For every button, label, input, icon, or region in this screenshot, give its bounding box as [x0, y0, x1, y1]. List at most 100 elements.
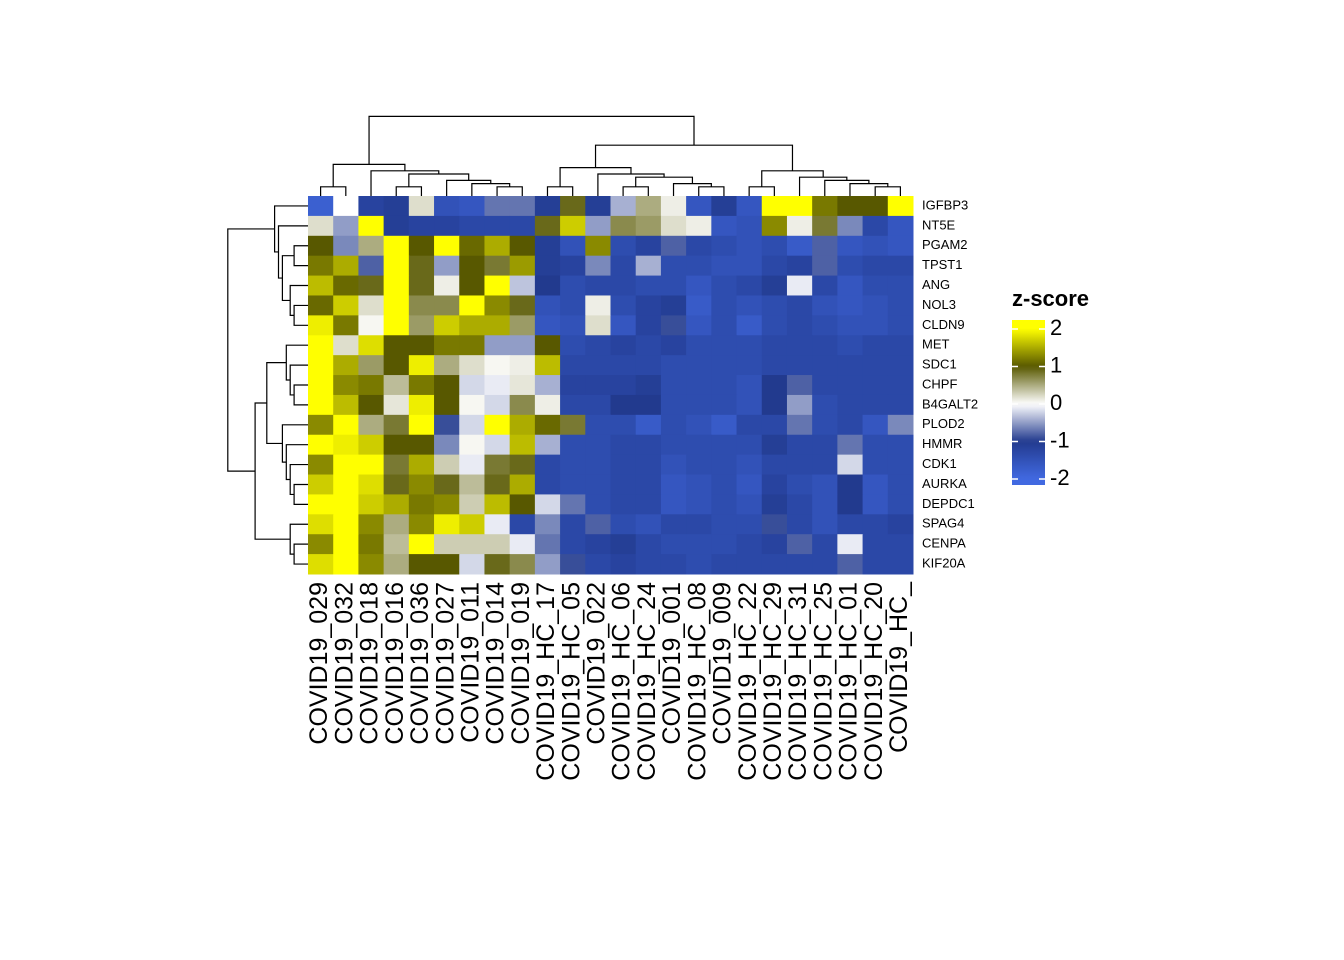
heatmap-cell: [862, 275, 889, 296]
heatmap-cell: [660, 474, 687, 495]
heatmap-cell: [887, 215, 914, 237]
heatmap-cell: [534, 315, 561, 336]
heatmap-cell: [686, 275, 712, 296]
row-label: B4GALT2: [922, 396, 978, 411]
heatmap-cell: [686, 355, 712, 376]
heatmap-cell: [333, 494, 359, 515]
heatmap-cell: [333, 394, 359, 416]
heatmap-cell: [837, 375, 864, 396]
heatmap-cell: [308, 375, 334, 396]
heatmap-cell: [786, 414, 813, 436]
column-dendrogram: [320, 115, 901, 196]
heatmap-cell: [534, 355, 561, 376]
heatmap-cell: [660, 534, 687, 555]
heatmap-cell: [610, 275, 637, 296]
heatmap-cell: [837, 196, 864, 217]
heatmap-cell: [660, 335, 687, 356]
heatmap-cell: [484, 434, 511, 456]
heatmap-cell: [333, 215, 359, 237]
heatmap-cell: [484, 554, 511, 575]
heatmap-cell: [383, 295, 410, 316]
heatmap-cell: [408, 514, 435, 535]
heatmap-cell: [812, 474, 838, 495]
heatmap-cell: [560, 255, 586, 277]
heatmap-cell: [434, 534, 460, 555]
heatmap-cell: [837, 355, 864, 376]
heatmap-cell: [560, 295, 586, 316]
heatmap-cell: [761, 335, 788, 356]
heatmap-cell: [786, 394, 813, 416]
column-label: COVID19_036: [406, 582, 434, 745]
heatmap-cell: [358, 215, 385, 237]
heatmap-cell: [786, 255, 813, 277]
heatmap-cell: [635, 255, 662, 277]
heatmap-cell: [408, 295, 435, 316]
heatmap-cell: [761, 295, 788, 316]
heatmap-cell: [358, 315, 385, 336]
heatmap-cell: [887, 315, 914, 336]
heatmap-cell: [509, 394, 536, 416]
heatmap-cell: [887, 355, 914, 376]
heatmap-cell: [585, 335, 611, 356]
heatmap-cell: [812, 315, 838, 336]
heatmap-cell: [635, 554, 662, 575]
heatmap-cell: [509, 295, 536, 316]
heatmap-cell: [635, 414, 662, 436]
heatmap-cell: [887, 255, 914, 277]
heatmap-cell: [509, 255, 536, 277]
heatmap-cell: [509, 414, 536, 436]
heatmap-cell: [383, 215, 410, 237]
heatmap-cell: [383, 494, 410, 515]
heatmap-cell: [358, 335, 385, 356]
heatmap-cell: [660, 375, 687, 396]
heatmap-cell: [635, 196, 662, 217]
heatmap-cell: [736, 295, 763, 316]
heatmap-cell: [585, 534, 611, 555]
heatmap-cell: [585, 196, 611, 217]
heatmap-cell: [459, 414, 485, 436]
colorbar-tick-label: 0: [1050, 390, 1062, 415]
heatmap-cell: [358, 196, 385, 217]
heatmap-cell: [812, 355, 838, 376]
column-label: COVID19_HC_31: [784, 582, 812, 781]
heatmap-cell: [560, 375, 586, 396]
heatmap-cell: [408, 215, 435, 237]
colorbar: [1012, 320, 1045, 485]
legend-title: z-score: [1012, 286, 1089, 311]
heatmap-cell: [862, 474, 889, 495]
heatmap-cell: [686, 255, 712, 277]
heatmap-cell: [711, 554, 738, 575]
heatmap-cell: [812, 514, 838, 535]
heatmap-cell: [333, 196, 359, 217]
heatmap-cell: [509, 235, 536, 257]
heatmap-cell: [308, 215, 334, 237]
heatmap-cell: [358, 434, 385, 456]
heatmap-cell: [837, 255, 864, 277]
heatmap-cell: [862, 355, 889, 376]
heatmap-cell: [534, 434, 561, 456]
heatmap-cell: [862, 235, 889, 257]
heatmap-cell: [862, 554, 889, 575]
heatmap-cell: [383, 255, 410, 277]
heatmap-cell: [660, 434, 687, 456]
heatmap-cell: [736, 554, 763, 575]
heatmap-cell: [786, 335, 813, 356]
heatmap-cell: [434, 394, 460, 416]
heatmap-cell: [761, 414, 788, 436]
heatmap-cell: [635, 295, 662, 316]
heatmap-cell: [761, 355, 788, 376]
heatmap-cell: [711, 474, 738, 495]
heatmap-cell: [484, 414, 511, 436]
row-label: SDC1: [922, 357, 957, 372]
heatmap-cell: [560, 215, 586, 237]
heatmap-cell: [837, 394, 864, 416]
heatmap-cell: [560, 414, 586, 436]
heatmap-cell: [333, 474, 359, 495]
heatmap-cell: [786, 196, 813, 217]
column-label: COVID19_027: [431, 582, 459, 745]
heatmap-cell: [484, 355, 511, 376]
heatmap-cell: [308, 514, 334, 535]
heatmap-cell: [786, 494, 813, 515]
heatmap-cell: [383, 375, 410, 396]
heatmap-cell: [660, 494, 687, 515]
